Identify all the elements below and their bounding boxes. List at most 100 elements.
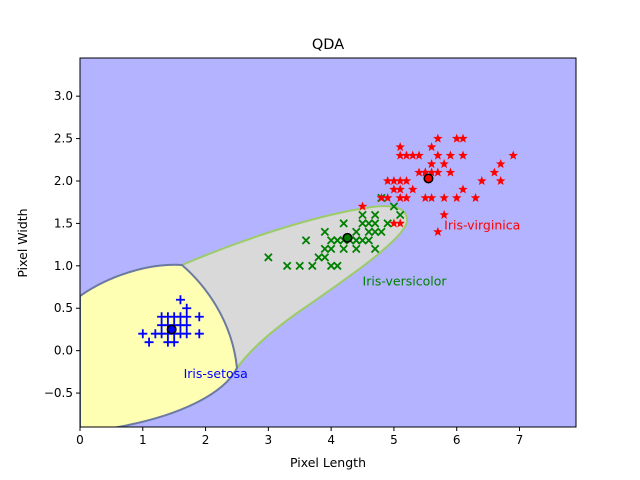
virginica-point xyxy=(395,142,405,152)
virginica-point xyxy=(426,192,437,203)
versicolor-point xyxy=(282,261,292,271)
versicolor-point xyxy=(326,236,336,245)
x-tick-label: 4 xyxy=(327,433,335,447)
versicolor-point xyxy=(377,227,386,237)
setosa-point xyxy=(194,329,204,339)
x-axis-label: Pixel Length xyxy=(290,455,366,470)
virginica-point xyxy=(433,150,443,160)
class-mean-marker xyxy=(166,324,177,335)
virginica-point xyxy=(451,133,462,143)
virginica-point xyxy=(389,184,399,194)
virginica-point xyxy=(395,218,405,228)
class-mean-marker xyxy=(342,232,353,243)
virginica-point xyxy=(433,133,443,143)
virginica-point xyxy=(495,159,506,169)
versicolor-point xyxy=(339,244,348,254)
virginica-point xyxy=(420,167,431,177)
versicolor-point xyxy=(264,253,273,262)
versicolor-point xyxy=(370,219,380,228)
versicolor-point xyxy=(370,227,380,237)
virginica-point xyxy=(495,176,506,186)
versicolor-point xyxy=(352,227,361,237)
versicolor-point xyxy=(364,236,374,245)
versicolor-point xyxy=(395,210,405,220)
y-tick-label: 2.0 xyxy=(54,174,73,188)
virginica-point xyxy=(395,176,405,186)
x-tick-label: 2 xyxy=(202,433,210,447)
virginica-point xyxy=(420,192,431,203)
versicolor-point xyxy=(314,253,323,262)
decision-regions: Iris-setosa Iris-versicolor Iris-virginica xyxy=(80,58,576,427)
class-mean-marker xyxy=(423,173,434,184)
virginica-point xyxy=(439,209,449,219)
virginica-point xyxy=(382,192,393,203)
virginica-point xyxy=(477,176,487,186)
versicolor-point xyxy=(333,236,342,245)
setosa-point xyxy=(194,312,204,322)
virginica-point xyxy=(408,184,418,194)
virginica-point xyxy=(445,150,456,160)
y-tick-label: 1.5 xyxy=(54,216,73,230)
virginica-point xyxy=(401,176,412,186)
y-tick-label: 0.5 xyxy=(54,301,73,315)
plot-frame xyxy=(79,57,577,428)
virginica-point xyxy=(408,150,418,160)
virginica-point xyxy=(458,150,468,160)
setosa-point xyxy=(182,329,192,339)
virginica-point xyxy=(401,192,412,203)
versicolor-point xyxy=(364,219,374,228)
virginica-point xyxy=(426,142,437,152)
versicolor-point xyxy=(326,261,336,271)
virginica-point xyxy=(426,167,437,177)
versicolor-point xyxy=(358,219,367,228)
virginica-point xyxy=(414,167,424,177)
virginica-point xyxy=(389,176,399,186)
versicolor-point xyxy=(320,244,330,254)
y-tick-label: 0.0 xyxy=(54,344,73,358)
virginica-point xyxy=(426,159,437,169)
setosa-point xyxy=(175,295,185,305)
versicolor-point xyxy=(364,227,374,237)
region-label: Iris-versicolor xyxy=(363,273,448,288)
region-label: Iris-virginica xyxy=(444,217,520,232)
versicolor-point xyxy=(295,261,304,271)
setosa-point xyxy=(182,303,192,313)
y-tick-label: 2.5 xyxy=(54,132,73,146)
virginica-point xyxy=(433,226,443,236)
virginica-point xyxy=(395,192,405,203)
virginica-point xyxy=(401,150,412,160)
setosa-region xyxy=(80,263,239,427)
virginica-point xyxy=(489,167,500,177)
x-axis: 0 1 2 3 4 5 6 7 xyxy=(76,427,523,447)
virginica-point xyxy=(451,192,462,203)
versicolor-point xyxy=(358,210,367,220)
y-axis-label: Pixel Width xyxy=(15,208,30,277)
virginica-point xyxy=(508,150,518,160)
virginica-point xyxy=(458,184,468,194)
virginica-point xyxy=(389,218,399,228)
virginica-point xyxy=(470,192,481,203)
versicolor-point xyxy=(339,219,348,228)
markers-layer: Iris-setosa Iris-versicolor Iris-virginica xyxy=(138,133,520,381)
y-tick-label: −0.5 xyxy=(44,386,73,400)
versicolor-point xyxy=(301,236,311,245)
x-tick-label: 0 xyxy=(76,433,84,447)
versicolor-point xyxy=(389,202,399,211)
setosa-point xyxy=(163,312,173,322)
virginica-point xyxy=(433,167,443,177)
versicolor-point xyxy=(320,253,330,262)
x-tick-label: 5 xyxy=(390,433,398,447)
versicolor-point xyxy=(352,236,361,245)
versicolor-point xyxy=(352,244,361,254)
virginica-point xyxy=(382,176,393,186)
versicolor-point xyxy=(383,219,392,228)
virginica-point xyxy=(414,150,424,160)
versicolor-point xyxy=(308,261,317,271)
virginica-point xyxy=(439,192,449,203)
versicolor-point xyxy=(320,227,330,237)
y-tick-label: 1.0 xyxy=(54,259,73,273)
virginica-point xyxy=(458,133,468,143)
virginica-point xyxy=(445,167,456,177)
versicolor-point xyxy=(333,261,342,271)
